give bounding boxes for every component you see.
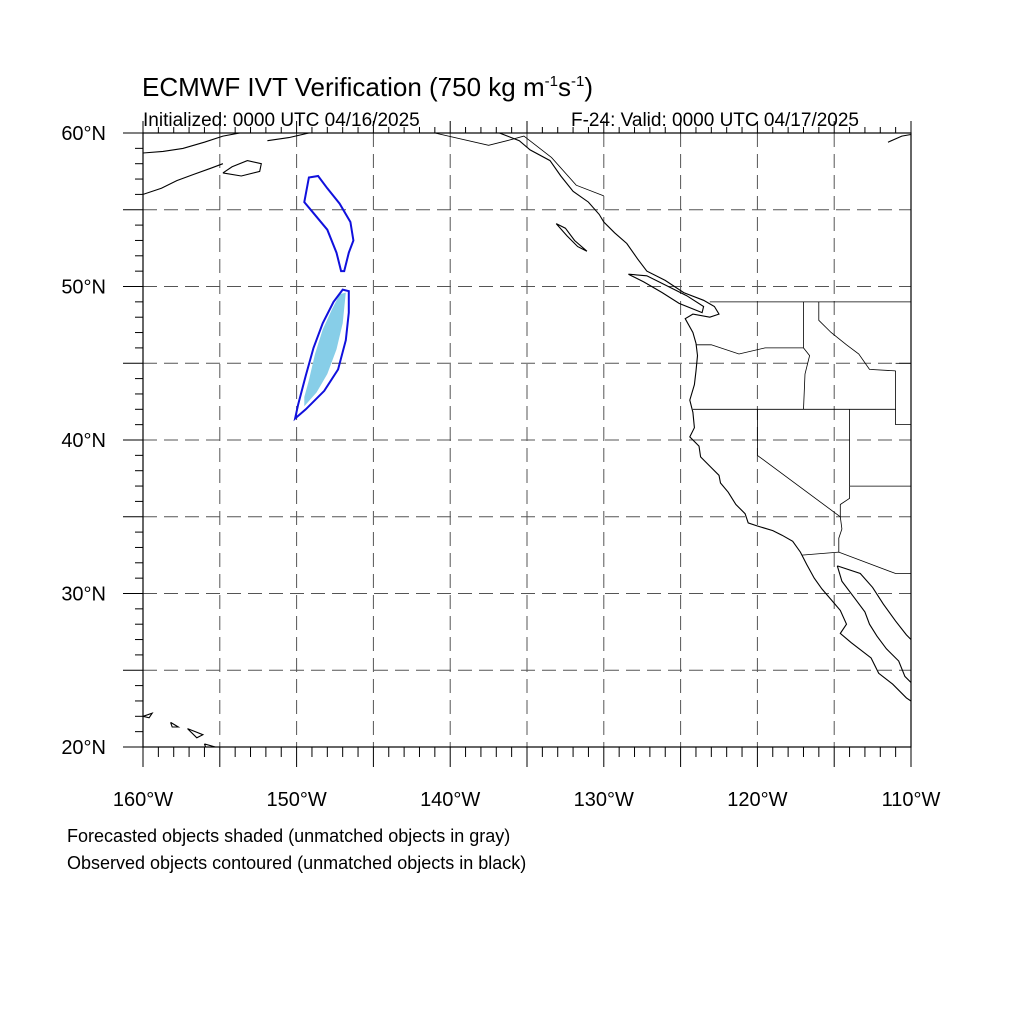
border-nv_az bbox=[839, 486, 850, 517]
lat-label: 20°N bbox=[61, 737, 106, 759]
coastline-kodiak bbox=[222, 160, 262, 177]
observed-object-contour-south bbox=[293, 288, 350, 422]
lon-label: 130°W bbox=[574, 789, 634, 811]
coastline-hawaii_1 bbox=[143, 712, 154, 719]
border-ca_az bbox=[838, 516, 843, 553]
graticule bbox=[143, 133, 911, 747]
coastline-hawaii_2 bbox=[170, 721, 181, 728]
coastline-alaska_pen_south bbox=[143, 163, 224, 195]
coastline-vancouver_island bbox=[628, 273, 705, 314]
coastline-hawaii_4 bbox=[203, 743, 216, 747]
border-ca_nv bbox=[757, 409, 841, 518]
title-text: ECMWF IVT Verification (750 kg m bbox=[142, 72, 545, 102]
forecast-legend-note: Forecasted objects shaded (unmatched obj… bbox=[67, 826, 511, 846]
coastline-alaska_pen bbox=[143, 133, 240, 154]
lat-label: 30°N bbox=[61, 584, 106, 606]
observed-object-contour-north bbox=[303, 174, 355, 273]
coastline-queen_charlotte bbox=[555, 223, 588, 252]
political-borders bbox=[434, 133, 911, 574]
lat-label: 60°N bbox=[61, 123, 106, 145]
lat-label: 40°N bbox=[61, 430, 106, 452]
coastline-gulf_california bbox=[836, 565, 911, 683]
coastline-hawaii_3 bbox=[187, 728, 205, 739]
forecast-object-shaded bbox=[304, 292, 346, 407]
axis-ticks bbox=[123, 121, 912, 767]
title-unit-s: s bbox=[557, 72, 571, 102]
coastline-hudson_north bbox=[887, 133, 911, 143]
lon-label: 140°W bbox=[420, 789, 480, 811]
coastlines bbox=[143, 133, 911, 747]
lat-label: 50°N bbox=[61, 277, 106, 299]
map-title: ECMWF IVT Verification (750 kg m-1s-1) bbox=[142, 72, 593, 103]
coastline-mainland_mexico bbox=[837, 565, 911, 640]
lon-label: 110°W bbox=[882, 789, 941, 811]
lon-label: 120°W bbox=[727, 789, 787, 811]
initialized-label: Initialized: 0000 UTC 04/16/2025 bbox=[143, 110, 420, 131]
observed-legend-note: Observed objects contoured (unmatched ob… bbox=[67, 853, 527, 873]
coastline-gulf_alaska_n bbox=[267, 133, 328, 142]
border-id_mt bbox=[818, 301, 896, 372]
coastline-us_canada_west bbox=[499, 133, 911, 702]
border-bc_ak bbox=[434, 133, 604, 197]
border-or_id bbox=[803, 347, 811, 410]
ivt-objects bbox=[293, 174, 355, 422]
lon-label: 150°W bbox=[266, 789, 326, 811]
title-exponent-1: -1 bbox=[544, 73, 558, 90]
border-us_mexico bbox=[801, 551, 911, 574]
lon-label: 160°W bbox=[113, 789, 173, 811]
axis-labels: 160°W 150°W 140°W 130°W 120°W 110°W 60°N 50°N 40… bbox=[61, 123, 940, 811]
title-close: ) bbox=[584, 72, 593, 102]
border-ut_co bbox=[895, 409, 911, 426]
title-exponent-2: -1 bbox=[570, 73, 585, 90]
valid-time-label: F-24: Valid: 0000 UTC 04/17/2025 bbox=[571, 110, 859, 131]
border-or_wa bbox=[696, 344, 804, 355]
